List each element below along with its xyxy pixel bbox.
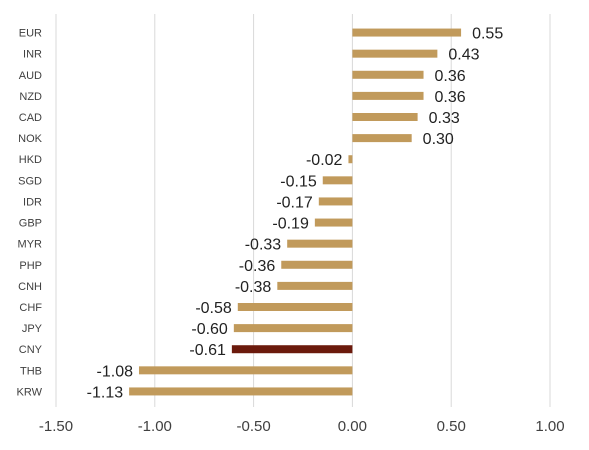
x-axis-tick-labels: -1.50 -1.00 -0.50 0.00 0.50 1.00: [39, 418, 565, 435]
bar-cny: [231, 345, 353, 354]
category-label-eur: EUR: [19, 28, 42, 40]
bar-krw: [129, 387, 353, 396]
value-label-nok: 0.30: [423, 131, 454, 148]
category-label-gbp: GBP: [19, 218, 42, 230]
category-label-inr: INR: [23, 49, 42, 61]
bar-myr: [287, 239, 353, 248]
category-label-jpy: JPY: [22, 323, 43, 335]
bar-hkd: [348, 155, 353, 164]
category-label-myr: MYR: [18, 239, 43, 251]
value-label-gbp: -0.19: [272, 216, 309, 233]
bar-aud: [352, 70, 424, 79]
bar-chf: [237, 303, 353, 311]
bar-idr: [318, 197, 353, 206]
bar-sgd: [322, 176, 353, 185]
bar-layer: [129, 28, 462, 396]
bar-cnh: [277, 281, 353, 290]
bar-jpy: [233, 324, 353, 333]
value-label-sgd: -0.15: [280, 173, 317, 190]
category-label-nzd: NZD: [19, 91, 42, 103]
value-label-krw: -1.13: [87, 384, 124, 401]
value-label-cnh: -0.38: [235, 279, 272, 296]
x-tick-label-2: -0.50: [236, 418, 270, 435]
value-label-hkd: -0.02: [306, 152, 343, 169]
value-label-php: -0.36: [239, 258, 276, 275]
bar-inr: [352, 49, 438, 58]
bar-gbp: [314, 218, 353, 227]
grid-layer: [55, 14, 551, 407]
value-label-idr: -0.17: [276, 194, 313, 211]
x-tick-label-4: 0.50: [437, 418, 466, 435]
category-label-nok: NOK: [18, 133, 43, 145]
category-label-chf: CHF: [19, 302, 42, 314]
category-label-sgd: SGD: [18, 175, 42, 187]
value-label-myr: -0.33: [245, 237, 282, 254]
bar-eur: [352, 28, 462, 37]
category-label-hkd: HKD: [19, 154, 42, 166]
x-tick-label-1: -1.00: [138, 418, 172, 435]
value-label-eur: 0.55: [472, 26, 503, 43]
x-tick-label-3: 0.00: [338, 418, 367, 435]
category-label-cnh: CNH: [18, 281, 42, 293]
value-label-aud: 0.36: [435, 68, 466, 85]
bar-cad: [352, 113, 418, 121]
category-label-thb: THB: [20, 365, 42, 377]
category-label-aud: AUD: [19, 70, 42, 82]
value-labels: 0.55 0.43 0.36 0.36 0.33 0.30 -0.02 -0.15 -0.17 -…: [87, 26, 504, 402]
value-label-thb: -1.08: [97, 363, 134, 380]
x-tick-label-0: -1.50: [39, 418, 73, 435]
value-label-inr: 0.43: [448, 47, 479, 64]
value-label-nzd: 0.36: [435, 89, 466, 106]
value-label-jpy: -0.60: [191, 321, 228, 338]
x-tick-label-5: 1.00: [535, 418, 564, 435]
bar-nok: [352, 134, 412, 143]
category-label-php: PHP: [19, 260, 42, 272]
value-label-cny: -0.61: [189, 342, 226, 359]
category-label-idr: IDR: [23, 196, 42, 208]
bar-thb: [138, 366, 353, 375]
category-labels: EUR INR AUD NZD CAD NOK HKD SGD IDR GBP MYR PHP CNH C…: [17, 28, 43, 399]
category-label-cny: CNY: [19, 344, 43, 356]
bar-php: [281, 260, 353, 269]
bar-nzd: [352, 91, 424, 100]
value-label-cad: 0.33: [429, 110, 460, 127]
value-label-chf: -0.58: [195, 300, 232, 317]
category-label-krw: KRW: [17, 386, 43, 398]
category-label-cad: CAD: [19, 112, 42, 124]
